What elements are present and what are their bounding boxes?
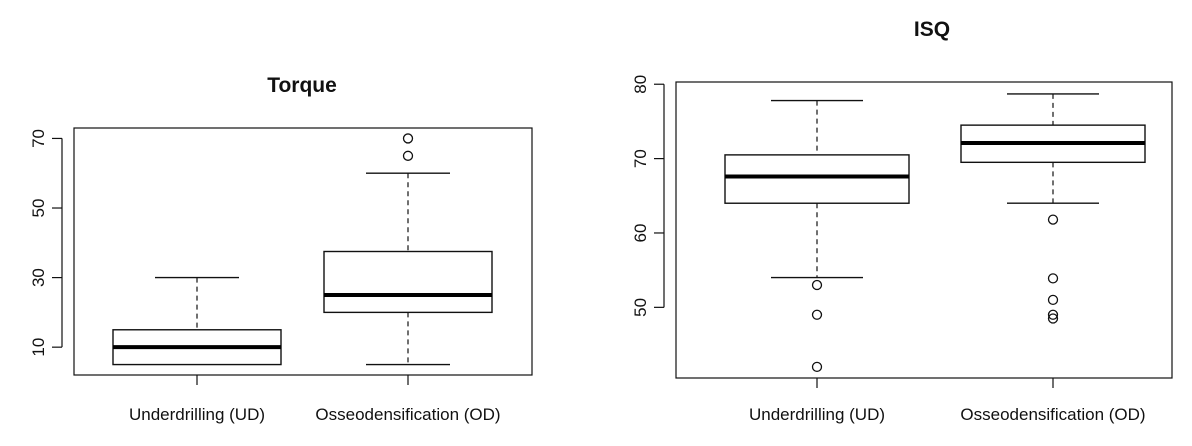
iqr-box bbox=[724, 154, 910, 204]
outlier-point bbox=[402, 133, 414, 144]
x-tick-label: Osseodensification (OD) bbox=[960, 405, 1145, 424]
iqr-box bbox=[323, 250, 493, 314]
y-tick-label: 80 bbox=[631, 75, 650, 94]
box-2 bbox=[960, 93, 1146, 324]
plot-frame bbox=[675, 81, 1173, 379]
outlier-point bbox=[811, 309, 823, 320]
x-tick-label: Underdrilling (UD) bbox=[749, 405, 885, 424]
chart-title: ISQ bbox=[914, 18, 950, 41]
outlier-point bbox=[811, 361, 823, 372]
x-tick-label: Underdrilling (UD) bbox=[129, 405, 265, 424]
outlier-point bbox=[1047, 294, 1059, 306]
y-tick-label: 60 bbox=[631, 224, 650, 243]
box-2 bbox=[323, 133, 493, 366]
y-tick-label: 70 bbox=[631, 149, 650, 168]
box-1 bbox=[112, 276, 282, 366]
x-axis: Underdrilling (UD) Osseodensification (OD… bbox=[749, 378, 1146, 424]
outlier-point bbox=[1047, 273, 1059, 284]
y-tick-label: 70 bbox=[29, 129, 48, 148]
boxplot-marks bbox=[724, 93, 1146, 372]
y-tick-label: 50 bbox=[631, 298, 650, 317]
boxplot-marks bbox=[112, 133, 493, 366]
outlier-point bbox=[1047, 214, 1059, 225]
y-axis: 10 30 50 70 bbox=[29, 129, 63, 357]
chart-title: Torque bbox=[267, 74, 337, 97]
x-tick-label: Osseodensification (OD) bbox=[315, 405, 500, 424]
outlier-point bbox=[1047, 313, 1059, 324]
torque-panel: Torque 10 30 50 70 Underdrilling (UD) Osseod… bbox=[29, 74, 533, 424]
outlier-point bbox=[1047, 309, 1059, 320]
x-axis: Underdrilling (UD) Osseodensification (OD… bbox=[129, 375, 501, 424]
plot-frame bbox=[73, 127, 533, 376]
outlier-point bbox=[402, 150, 414, 161]
y-tick-label: 30 bbox=[29, 268, 48, 287]
y-axis: 50 60 70 80 bbox=[631, 75, 665, 317]
outlier-point bbox=[811, 279, 823, 291]
isq-panel: ISQ 50 60 70 80 Underdrilling (UD) Osseodens… bbox=[631, 18, 1173, 424]
y-tick-label: 10 bbox=[29, 338, 48, 357]
box-1 bbox=[724, 99, 910, 372]
y-tick-label: 50 bbox=[29, 199, 48, 218]
